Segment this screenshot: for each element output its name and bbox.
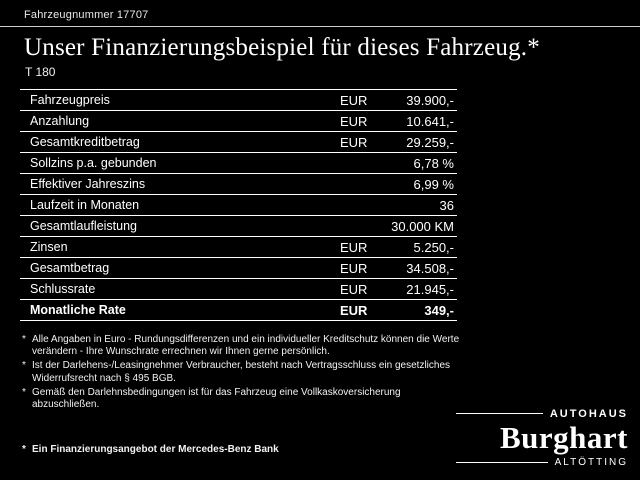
header-divider: [0, 26, 640, 27]
row-value: 34.508,-: [406, 260, 454, 276]
row-label: Effektiver Jahreszins: [30, 177, 146, 191]
row-label: Laufzeit in Monaten: [30, 198, 140, 212]
row-label: Zinsen: [30, 240, 68, 254]
row-label: Fahrzeugpreis: [30, 93, 110, 107]
footnote-text: Alle Angaben in Euro - Rundungsdifferenz…: [32, 334, 460, 358]
footnote: * Ist der Darlehens-/Leasingnehmer Verbra…: [22, 360, 470, 384]
footnote: * Alle Angaben in Euro - Rundungsdifferen…: [22, 334, 470, 358]
footnote-text: Ist der Darlehens-/Leasingnehmer Verbrau…: [32, 360, 451, 384]
finance-table: Fahrzeugpreis EUR 39.900,- Anzahlung EUR 10.6…: [20, 89, 457, 321]
logo-bottom-row: ALTÖTTING: [456, 457, 628, 468]
row-value: 36: [439, 197, 454, 213]
row-value: 29.259,-: [406, 134, 454, 150]
footnote-marker: *: [22, 444, 26, 456]
footnote: * Ein Finanzierungsangebot der Mercedes-B…: [22, 444, 470, 456]
footnote-marker: *: [22, 386, 26, 398]
row-label: Anzahlung: [30, 114, 90, 128]
row-value: 6,99 %: [413, 176, 454, 192]
row-label: Schlussrate: [30, 282, 96, 296]
row-currency: EUR: [340, 281, 368, 297]
table-row: Schlussrate EUR 21.945,-: [20, 278, 457, 299]
table-row: Gesamtlaufleistung 30.000 KM: [20, 215, 457, 236]
row-value: 5.250,-: [413, 239, 454, 255]
table-row: Sollzins p.a. gebunden 6,78 %: [20, 152, 457, 173]
row-label: Monatliche Rate: [30, 303, 126, 317]
vehicle-number: Fahrzeugnummer 17707: [24, 9, 149, 21]
footnotes: * Alle Angaben in Euro - Rundungsdifferen…: [22, 334, 470, 456]
model-code: T 180: [25, 65, 56, 79]
row-value: 6,78 %: [413, 155, 454, 171]
row-label: Gesamtkreditbetrag: [30, 135, 140, 149]
row-value: 30.000 KM: [391, 218, 454, 234]
row-label: Gesamtlaufleistung: [30, 219, 138, 233]
row-label: Gesamtbetrag: [30, 261, 110, 275]
row-currency: EUR: [340, 239, 368, 255]
row-currency: EUR: [340, 92, 368, 108]
logo-dealer-name: Burghart: [500, 419, 628, 455]
footnote-marker: *: [22, 334, 26, 345]
table-row: Monatliche Rate EUR 349,-: [20, 299, 457, 320]
table-row: Effektiver Jahreszins 6,99 %: [20, 173, 457, 194]
table-row: Anzahlung EUR 10.641,-: [20, 110, 457, 131]
row-currency: EUR: [340, 134, 368, 150]
dealer-logo: AUTOHAUS Burghart ALTÖTTING: [456, 408, 628, 468]
table-row: Gesamtbetrag EUR 34.508,-: [20, 257, 457, 278]
logo-autohaus-label: AUTOHAUS: [549, 407, 628, 420]
logo-top-row: AUTOHAUS: [456, 408, 628, 420]
row-value: 10.641,-: [406, 113, 454, 129]
footnote-marker: *: [22, 360, 26, 372]
footnote: * Gemäß den Darlehnsbedingungen ist für d…: [22, 387, 470, 411]
footnote-text: Gemäß den Darlehnsbedingungen ist für da…: [32, 386, 401, 410]
table-row: Laufzeit in Monaten 36: [20, 194, 457, 215]
row-currency: EUR: [340, 113, 368, 129]
logo-city-label: ALTÖTTING: [554, 457, 628, 468]
row-label: Sollzins p.a. gebunden: [30, 156, 157, 170]
table-row: Gesamtkreditbetrag EUR 29.259,-: [20, 131, 457, 152]
row-currency: EUR: [340, 260, 368, 276]
page-title: Unser Finanzierungsbeispiel für dieses F…: [24, 34, 540, 61]
table-row: Zinsen EUR 5.250,-: [20, 236, 457, 257]
logo-top-line: [456, 413, 543, 415]
logo-bottom-line: [456, 462, 548, 463]
row-value: 21.945,-: [406, 281, 454, 297]
row-currency: EUR: [340, 302, 368, 318]
row-value: 39.900,-: [406, 92, 454, 108]
table-row: Fahrzeugpreis EUR 39.900,-: [20, 89, 457, 110]
footnote-text: Ein Finanzierungsangebot der Mercedes-Be…: [32, 444, 279, 456]
row-value: 349,-: [424, 302, 454, 318]
